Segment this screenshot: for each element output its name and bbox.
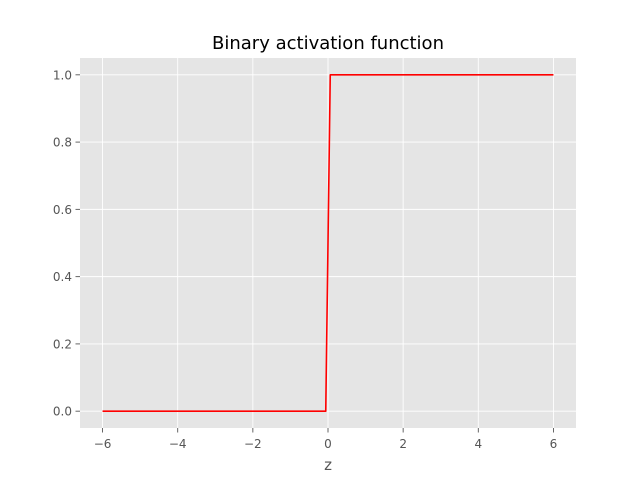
y-tick-label: 0.6 (53, 203, 72, 217)
y-tick-label: 0.0 (53, 405, 72, 419)
x-tick-label: 6 (550, 437, 558, 451)
x-axis-label: z (324, 456, 332, 474)
y-tick-label: 0.8 (53, 136, 72, 150)
series-layer (102, 74, 554, 412)
y-tick-label: 0.4 (53, 270, 72, 284)
x-tick-label: 0 (324, 437, 332, 451)
x-tick-label: 4 (474, 437, 482, 451)
x-axis-ticks: −6 −4 −2 0 2 4 6 (94, 428, 558, 451)
x-tick-label: −2 (244, 437, 262, 451)
x-tick-label: 2 (399, 437, 407, 451)
chart-title: Binary activation function (212, 33, 444, 54)
x-tick-label: −6 (94, 437, 112, 451)
y-axis-ticks: 0.0 0.2 0.4 0.6 0.8 1.0 (53, 68, 80, 419)
y-tick-label: 1.0 (53, 68, 72, 82)
series-line-0 (102, 74, 554, 412)
x-tick-label: −4 (169, 437, 187, 451)
y-tick-label: 0.2 (53, 337, 72, 351)
